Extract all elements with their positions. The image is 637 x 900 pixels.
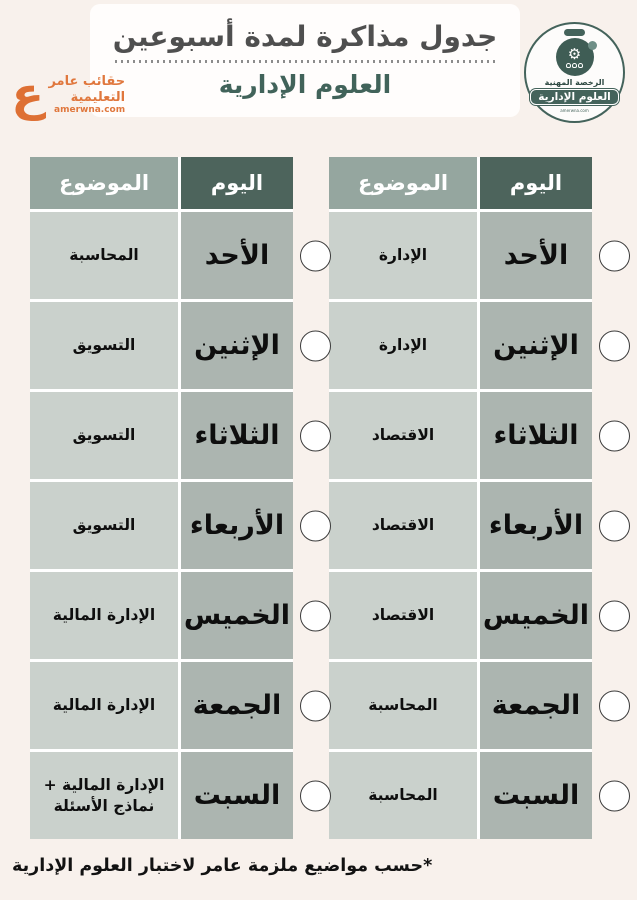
subject-cell: المحاسبة: [30, 212, 178, 299]
table-row: الخميس الاقتصاد: [329, 572, 630, 659]
subject-column-header: الموضوع: [329, 157, 477, 209]
checkbox-circle[interactable]: [300, 510, 331, 541]
table-row: الأربعاء التسويق: [30, 482, 331, 569]
table-row: الخميس الإدارة المالية: [30, 572, 331, 659]
checkbox-circle[interactable]: [300, 240, 331, 271]
day-column-header: اليوم: [181, 157, 293, 209]
people-icon: [566, 62, 583, 68]
management-gear-icon: ⚙: [555, 38, 597, 76]
day-cell: الجمعة: [181, 662, 293, 749]
checkbox-circle[interactable]: [599, 420, 630, 451]
table-row: الثلاثاء الاقتصاد: [329, 392, 630, 479]
license-badge: ⚙ الرخصة المهنية العلوم الإدارية amerwna…: [524, 22, 625, 123]
title-box: جدول مذاكرة لمدة أسبوعين العلوم الإدارية: [90, 4, 520, 117]
subject-column-header: الموضوع: [30, 157, 178, 209]
checkbox-circle[interactable]: [300, 330, 331, 361]
subject-cell: الاقتصاد: [329, 392, 477, 479]
page-title: جدول مذاكرة لمدة أسبوعين: [112, 20, 498, 54]
day-column-header: اليوم: [480, 157, 592, 209]
subject-cell: الاقتصاد: [329, 572, 477, 659]
ain-letter-icon: ع: [11, 67, 45, 122]
brand-logo: ع حقائب عامر التعليمية amerwna.com: [11, 67, 125, 122]
brand-name-line2: التعليمية: [70, 89, 126, 105]
table-row: السبت المحاسبة: [329, 752, 630, 839]
checkbox-circle[interactable]: [300, 600, 331, 631]
day-cell: الأحد: [480, 212, 592, 299]
table-row: الأحد المحاسبة: [30, 212, 331, 299]
table-row: الإثنين الإدارة: [329, 302, 630, 389]
page-subject: العلوم الإدارية: [218, 69, 392, 99]
checkbox-circle[interactable]: [300, 690, 331, 721]
brand-text: حقائب عامر التعليمية amerwna.com: [48, 74, 125, 116]
day-cell: الأربعاء: [480, 482, 592, 569]
badge-website: amerwna.com: [560, 108, 589, 113]
subject-cell: المحاسبة: [329, 752, 477, 839]
checkbox-circle[interactable]: [599, 780, 630, 811]
checkbox-circle[interactable]: [300, 780, 331, 811]
subject-cell: المحاسبة: [329, 662, 477, 749]
table-row: الثلاثاء التسويق: [30, 392, 331, 479]
checkbox-circle[interactable]: [599, 600, 630, 631]
brand-name-line1: حقائب عامر: [48, 74, 126, 89]
badge-dot: [587, 41, 597, 50]
day-cell: الأحد: [181, 212, 293, 299]
subject-cell: التسويق: [30, 302, 178, 389]
table-row: الأربعاء الاقتصاد: [329, 482, 630, 569]
badge-top-pill: [563, 29, 586, 36]
day-cell: السبت: [181, 752, 293, 839]
checkbox-circle[interactable]: [599, 690, 630, 721]
week2-table: اليوم الموضوع الأحد المحاسبة الإثنين الت…: [30, 157, 331, 839]
checkbox-circle[interactable]: [599, 510, 630, 541]
gear-icon: ⚙: [567, 44, 582, 63]
day-cell: الخميس: [480, 572, 592, 659]
subject-cell: الإدارة المالية + نماذج الأسئلة: [30, 752, 178, 839]
table-row: الإثنين التسويق: [30, 302, 331, 389]
day-cell: الخميس: [181, 572, 293, 659]
table-row: الأحد الإدارة: [329, 212, 630, 299]
day-cell: الجمعة: [480, 662, 592, 749]
subject-cell: الإدارة: [329, 302, 477, 389]
checkbox-circle[interactable]: [599, 240, 630, 271]
subject-cell: التسويق: [30, 392, 178, 479]
subject-cell: الإدارة: [329, 212, 477, 299]
dotted-separator: [115, 59, 495, 63]
table-row: الجمعة المحاسبة: [329, 662, 630, 749]
badge-banner-label: العلوم الإدارية: [530, 89, 619, 105]
brand-website: amerwna.com: [54, 105, 126, 116]
week1-table: اليوم الموضوع الأحد الإدارة الإثنين الإد…: [329, 157, 630, 839]
subject-cell: الإدارة المالية: [30, 572, 178, 659]
subject-cell: الإدارة المالية: [30, 662, 178, 749]
day-cell: الأربعاء: [181, 482, 293, 569]
day-cell: الإثنين: [181, 302, 293, 389]
subject-cell: التسويق: [30, 482, 178, 569]
table-header-row: اليوم الموضوع: [30, 157, 293, 209]
table-row: الجمعة الإدارة المالية: [30, 662, 331, 749]
badge-license-label: الرخصة المهنية: [544, 78, 605, 87]
footnote: *حسب مواضيع ملزمة عامر لاختبار العلوم ال…: [12, 856, 433, 876]
checkbox-circle[interactable]: [300, 420, 331, 451]
subject-cell: الاقتصاد: [329, 482, 477, 569]
day-cell: السبت: [480, 752, 592, 839]
checkbox-circle[interactable]: [599, 330, 630, 361]
table-row: السبت الإدارة المالية + نماذج الأسئلة: [30, 752, 331, 839]
day-cell: الثلاثاء: [181, 392, 293, 479]
day-cell: الثلاثاء: [480, 392, 592, 479]
table-header-row: اليوم الموضوع: [329, 157, 592, 209]
day-cell: الإثنين: [480, 302, 592, 389]
